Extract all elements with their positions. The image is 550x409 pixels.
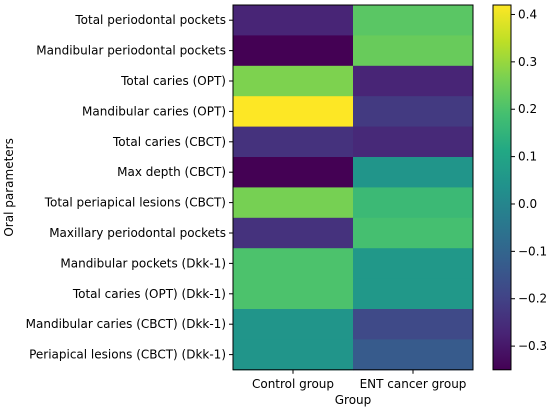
heatmap-cell <box>233 339 354 371</box>
colorbar: −0.3 −0.2 −0.1 0.0 0.1 0.2 0.3 0.4 <box>492 4 547 371</box>
heatmap-cell <box>233 217 354 249</box>
heatmap-cells <box>232 4 474 371</box>
heatmap-cell <box>353 5 474 36</box>
row-label: Maxillary periodontal pockets <box>49 226 226 240</box>
heatmap-cell <box>353 157 474 188</box>
heatmap-cell <box>353 278 474 310</box>
colorbar-gradient <box>492 4 512 371</box>
row-label: Max depth (CBCT) <box>117 165 226 179</box>
heatmap-cell <box>353 65 474 97</box>
row-label: Total caries (CBCT) <box>112 135 226 149</box>
row-label: Total periodontal pockets <box>74 13 226 27</box>
column-label: ENT cancer group <box>360 377 467 391</box>
row-label: Mandibular caries (OPT) <box>82 104 226 118</box>
column-labels: Control group ENT cancer group <box>252 369 467 391</box>
row-labels: Total periodontal pockets Mandibular peri… <box>26 13 233 362</box>
heatmap-cell <box>353 96 474 128</box>
heatmap-cell <box>233 126 354 158</box>
heatmap-cell <box>233 157 354 188</box>
heatmap-cell <box>233 187 354 219</box>
column-label: Control group <box>252 377 334 391</box>
y-axis-label: Oral parameters <box>2 138 16 236</box>
heatmap-cell <box>233 35 354 67</box>
heatmap-cell <box>353 248 474 280</box>
colorbar-tick-label: 0.4 <box>518 7 537 21</box>
colorbar-tick-label: −0.1 <box>518 244 547 258</box>
heatmap-cell <box>353 187 474 219</box>
colorbar-tick-label: −0.3 <box>518 339 547 353</box>
heatmap-cell <box>353 309 474 340</box>
row-label: Mandibular pockets (Dkk-1) <box>60 256 226 270</box>
colorbar-tick-label: −0.2 <box>518 292 547 306</box>
row-label: Total caries (OPT) <box>120 74 226 88</box>
row-label: Mandibular periodontal pockets <box>36 44 226 58</box>
colorbar-tick-label: 0.3 <box>518 55 537 69</box>
colorbar-tick-label: 0.0 <box>518 197 537 211</box>
row-label: Total periapical lesions (CBCT) <box>44 196 226 210</box>
x-axis-label: Group <box>335 393 372 407</box>
plot-frame <box>232 4 474 371</box>
heatmap-cell <box>353 35 474 67</box>
heatmap-cell <box>233 248 354 280</box>
heatmap-cell <box>233 96 354 128</box>
heatmap-cell <box>353 126 474 158</box>
row-label: Periapical lesions (CBCT) (Dkk-1) <box>29 348 226 362</box>
row-label: Total caries (OPT) (Dkk-1) <box>72 287 226 301</box>
colorbar-tick-label: 0.1 <box>518 150 537 164</box>
colorbar-tick-label: 0.2 <box>518 102 537 116</box>
heatmap-cell <box>353 339 474 371</box>
heatmap-cell <box>233 65 354 97</box>
heatmap-cell <box>233 309 354 340</box>
heatmap-cell <box>233 5 354 36</box>
heatmap-cell <box>233 278 354 310</box>
row-label: Mandibular caries (CBCT) (Dkk-1) <box>26 317 226 331</box>
heatmap-cell <box>353 217 474 249</box>
